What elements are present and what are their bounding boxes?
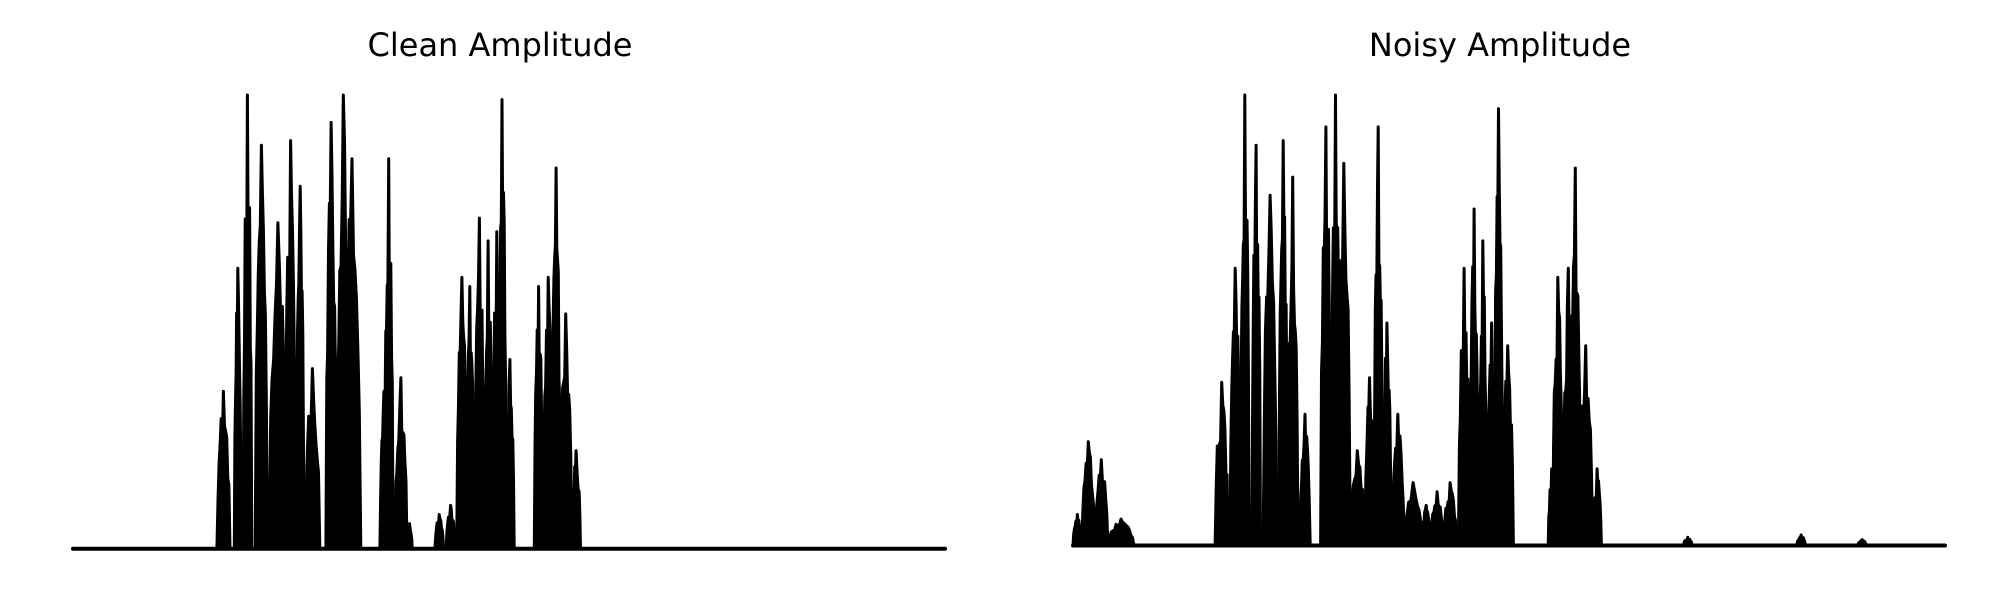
- amplitude-burst-22: [496, 98, 508, 551]
- amplitude-burst-2: [1093, 458, 1110, 547]
- amplitude-burst-6: [294, 184, 306, 551]
- amplitude-burst-3: [1106, 517, 1136, 547]
- amplitude-burst-15: [1347, 449, 1367, 547]
- noisy-amplitude-panel: Noisy Amplitude: [1000, 0, 2000, 600]
- clean-amplitude-plot: [71, 93, 947, 551]
- amplitude-burst-19: [1389, 412, 1406, 547]
- amplitude-burst-2: [241, 93, 254, 551]
- amplitude-burst-7: [1250, 143, 1262, 547]
- amplitude-burst-23: [504, 358, 516, 551]
- amplitude-burst-23: [1442, 481, 1459, 547]
- amplitude-burst-16: [444, 503, 457, 551]
- amplitude-burst-26: [1477, 239, 1489, 547]
- amplitude-burst-3: [253, 143, 269, 551]
- amplitude-burst-31: [1551, 275, 1565, 547]
- amplitude-burst-21: [1420, 503, 1432, 547]
- amplitude-burst-37: [1795, 533, 1807, 547]
- amplitude-burst-1: [232, 266, 243, 551]
- amplitude-burst-4: [1213, 380, 1230, 547]
- amplitude-burst-22: [1429, 490, 1446, 547]
- amplitude-burst-12: [382, 157, 395, 551]
- amplitude-burst-18: [1381, 321, 1393, 547]
- amplitude-burst-26: [550, 166, 562, 551]
- noisy-amplitude-plot: [1071, 93, 1947, 548]
- amplitude-burst-8: [1261, 193, 1279, 547]
- amplitude-burst-24: [532, 285, 545, 551]
- amplitude-burst-14: [405, 522, 414, 551]
- amplitude-burst-25: [1468, 207, 1480, 547]
- amplitude-burst-17: [1372, 125, 1385, 547]
- amplitude-burst-6: [1238, 93, 1251, 547]
- amplitude-burst-38: [1856, 538, 1868, 547]
- amplitude-burst-33: [1568, 166, 1582, 547]
- amplitude-burst-8: [324, 120, 338, 551]
- amplitude-burst-35: [1591, 467, 1603, 547]
- amplitude-burst-15: [433, 513, 446, 551]
- amplitude-burst-36: [1681, 535, 1694, 547]
- amplitude-burst-29: [1500, 344, 1515, 547]
- amplitude-burst-14: [1335, 161, 1352, 547]
- amplitude-burst-13: [393, 376, 409, 551]
- clean-amplitude-title: Clean Amplitude: [367, 26, 633, 64]
- clean-amplitude-panel: Clean Amplitude: [71, 26, 947, 551]
- amplitude-burst-28: [570, 449, 582, 551]
- amplitude-burst-10: [1286, 175, 1300, 547]
- amplitude-burst-11: [1298, 412, 1312, 547]
- amplitude-burst-10: [341, 157, 363, 551]
- amplitude-burst-7: [303, 367, 322, 551]
- amplitude-burst-20: [482, 239, 494, 551]
- amplitude-burst-18: [463, 285, 476, 551]
- amplitude-burst-20: [1402, 481, 1424, 547]
- amplitude-burst-34: [1577, 344, 1595, 547]
- amplitude-burst-12: [1319, 125, 1333, 547]
- amplitude-burst-9: [1277, 139, 1289, 547]
- amplitude-burst-5: [283, 139, 298, 551]
- amplitude-burst-28: [1492, 107, 1505, 547]
- amplitude-burst-0: [215, 389, 232, 551]
- noisy-amplitude-title: Noisy Amplitude: [1368, 26, 1632, 64]
- amplitude-burst-27: [558, 312, 574, 551]
- amplitude-burst-24: [1456, 266, 1472, 547]
- amplitude-burst-5: [1228, 266, 1242, 547]
- amplitude-burst-1: [1080, 440, 1097, 547]
